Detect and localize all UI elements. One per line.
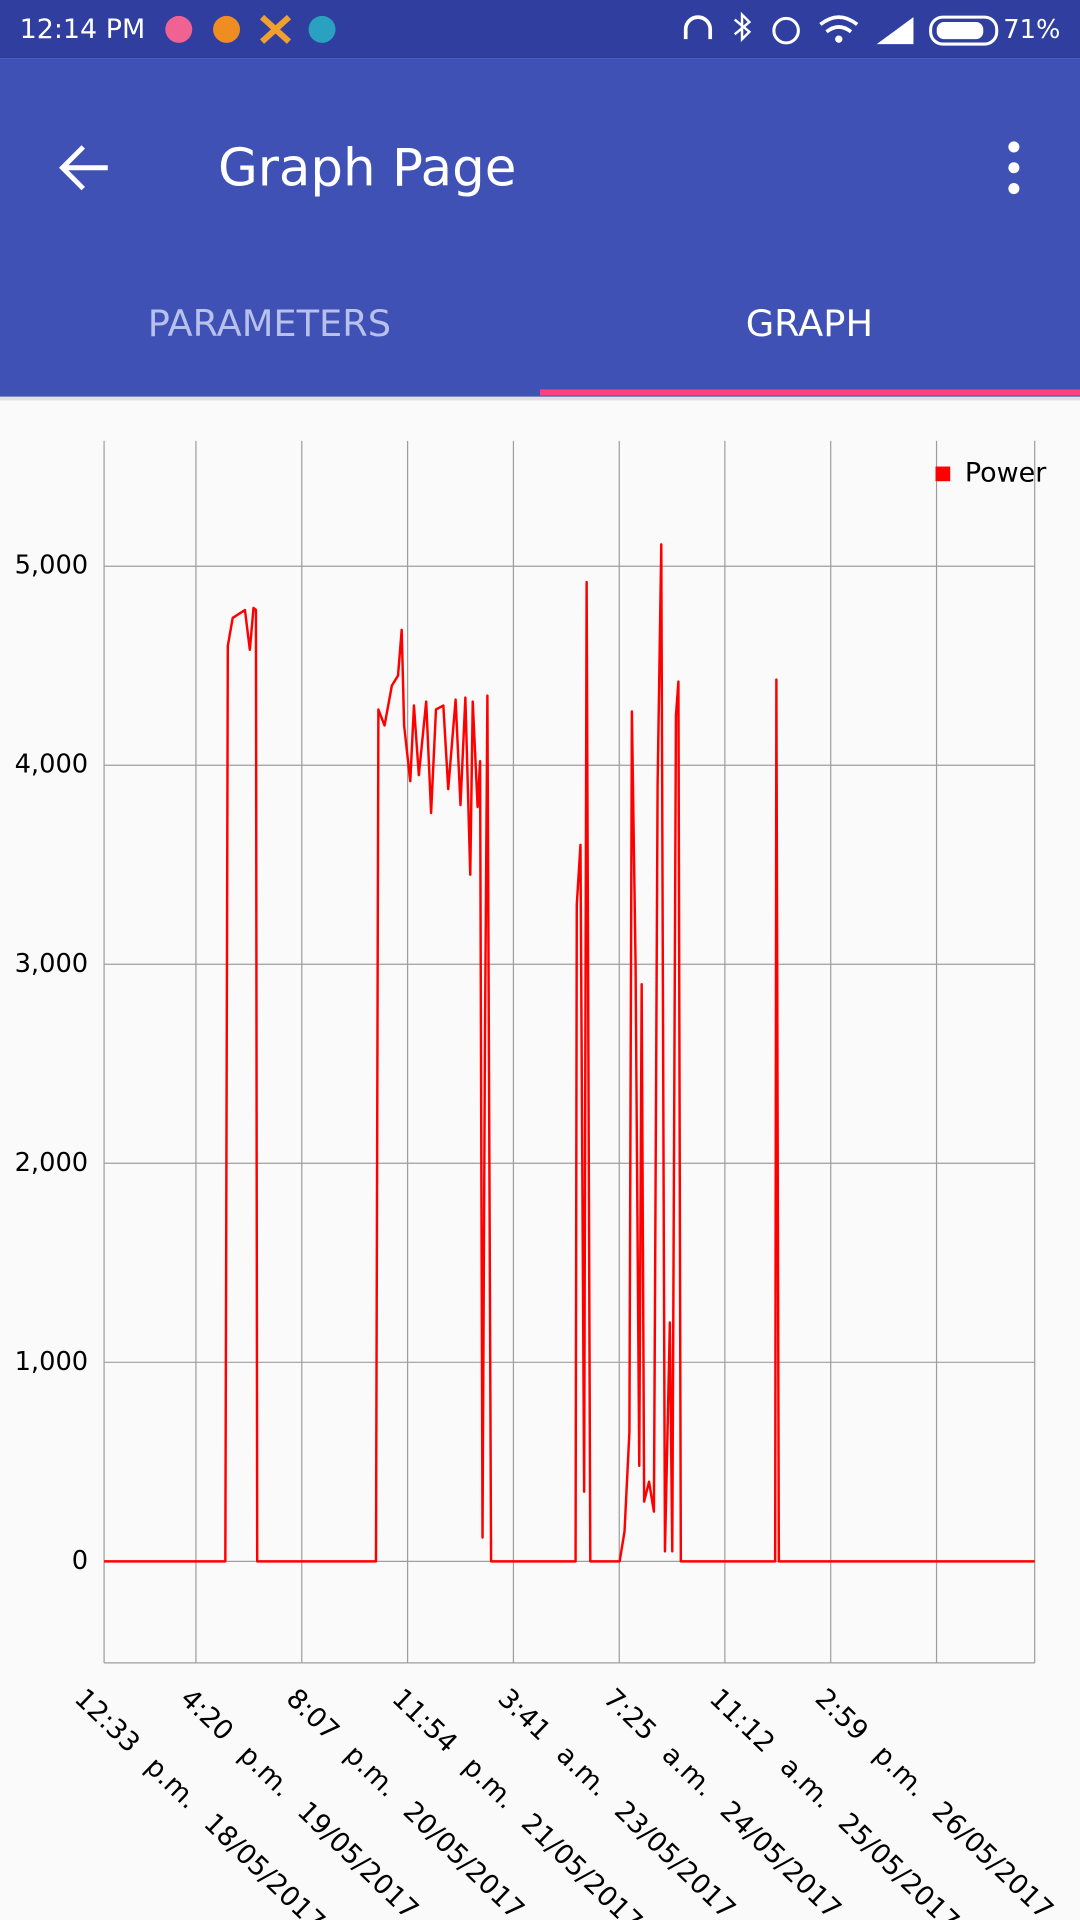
menu-dot (1008, 162, 1020, 174)
legend-swatch (935, 466, 951, 482)
y-tick-label: 1,000 (15, 1347, 89, 1377)
battery-icon (929, 15, 999, 46)
y-tick-label: 3,000 (15, 949, 89, 979)
notification-icon (259, 14, 292, 44)
notification-icon (308, 15, 336, 43)
status-bar (0, 0, 1080, 59)
y-tick-label: 0 (72, 1546, 88, 1576)
app-title: Graph Page (218, 138, 516, 198)
y-tick-label: 2,000 (15, 1148, 89, 1178)
wifi-icon (835, 35, 843, 43)
battery-percent: 71% (1003, 15, 1060, 45)
app-bar (0, 58, 1080, 397)
y-tick-label: 4,000 (15, 750, 89, 780)
notification-icon (165, 15, 193, 43)
app-bar-shadow (0, 396, 1080, 401)
overflow-menu[interactable] (1008, 141, 1020, 195)
alarm-icon (772, 16, 800, 45)
wifi-icon (819, 15, 859, 34)
headset-icon (683, 15, 713, 40)
legend-label: Power (965, 457, 1047, 488)
battery-level (936, 22, 984, 40)
data-line (104, 543, 1035, 1563)
back-button[interactable] (58, 145, 108, 191)
menu-dot (1008, 141, 1020, 153)
menu-dot (1008, 183, 1020, 195)
tab[interactable]: PARAMETERS (148, 302, 391, 345)
signal-icon (876, 17, 914, 45)
legend-item: Power (935, 457, 1047, 488)
notification-icon (213, 15, 240, 43)
tab-indicator (540, 389, 1080, 396)
y-tick-label: 5,000 (15, 551, 89, 581)
clock: 12:14 PM (20, 14, 146, 45)
tab-selected[interactable]: GRAPH (746, 302, 873, 345)
bluetooth-icon (733, 11, 752, 43)
